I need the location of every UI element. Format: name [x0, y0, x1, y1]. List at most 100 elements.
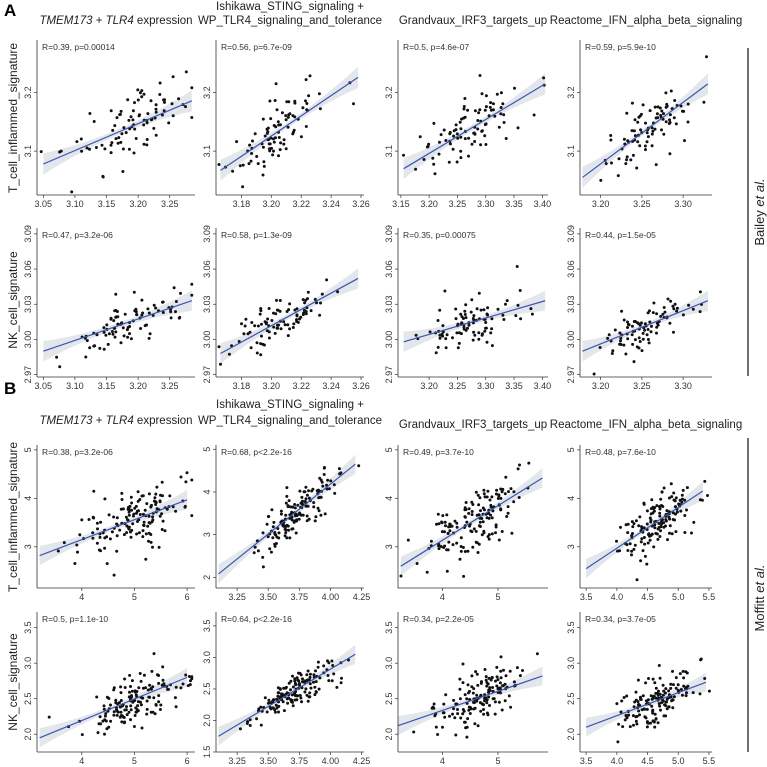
x-tick-label: 3.5 — [580, 592, 593, 602]
data-point — [433, 172, 437, 176]
data-point — [659, 708, 662, 712]
data-point — [98, 715, 102, 719]
data-point — [162, 109, 166, 113]
data-point — [438, 333, 442, 337]
data-point — [135, 511, 138, 515]
y-tick-label: 3.03 — [202, 295, 212, 313]
data-point — [496, 497, 500, 500]
data-point — [118, 705, 122, 709]
data-point — [308, 675, 312, 679]
data-point — [683, 514, 687, 517]
data-point — [321, 484, 325, 488]
data-point — [131, 514, 135, 518]
data-point — [448, 130, 452, 134]
data-point — [477, 542, 481, 546]
data-point — [135, 313, 139, 317]
data-point — [271, 137, 275, 141]
data-point — [277, 136, 281, 139]
data-point — [259, 353, 263, 357]
data-point — [437, 547, 441, 551]
data-point — [650, 704, 654, 708]
data-point — [174, 685, 178, 689]
data-point — [115, 549, 119, 553]
data-point — [429, 539, 433, 543]
data-point — [468, 712, 472, 715]
data-point — [651, 711, 655, 715]
data-point — [288, 327, 292, 331]
data-point — [639, 128, 643, 132]
data-point — [463, 137, 467, 141]
data-point — [475, 699, 479, 703]
data-point — [129, 704, 133, 708]
data-point — [119, 710, 123, 714]
data-point — [633, 134, 637, 138]
data-point — [660, 128, 663, 132]
data-point — [163, 100, 166, 104]
data-point — [458, 557, 462, 561]
data-point — [659, 529, 662, 533]
data-point — [149, 118, 153, 122]
data-point — [267, 698, 271, 702]
data-point — [465, 735, 469, 739]
data-point — [154, 703, 158, 707]
x-tick-label: 3.25 — [449, 199, 467, 209]
y-tick-label: 3 — [23, 544, 33, 549]
data-point — [284, 147, 288, 151]
data-point — [76, 550, 79, 554]
data-point — [649, 694, 653, 698]
data-point — [599, 178, 603, 182]
data-point — [95, 541, 99, 545]
data-point — [501, 102, 505, 106]
data-point — [132, 151, 136, 155]
x-tick-label: 3.30 — [477, 199, 495, 209]
data-point — [134, 310, 138, 314]
data-point — [472, 687, 476, 691]
data-point — [661, 699, 665, 703]
data-point — [251, 139, 254, 143]
data-point — [656, 696, 660, 700]
data-point — [666, 538, 669, 542]
data-point — [645, 131, 649, 135]
data-point — [644, 121, 647, 125]
data-point — [675, 510, 679, 514]
data-point — [174, 310, 177, 314]
data-point — [674, 496, 678, 500]
data-point — [169, 316, 173, 320]
data-point — [287, 308, 291, 312]
data-point — [662, 486, 666, 490]
data-point — [320, 292, 324, 296]
data-point — [654, 696, 658, 700]
data-point — [190, 293, 194, 297]
regression-line — [582, 83, 709, 178]
data-point — [107, 513, 111, 517]
data-point — [305, 693, 309, 697]
data-point — [134, 307, 138, 311]
y-tick-label: 2.97 — [23, 366, 33, 384]
data-point — [470, 500, 474, 504]
data-point — [438, 308, 442, 312]
x-tick-label: 4.00 — [322, 592, 340, 602]
data-point — [627, 713, 631, 717]
y-tick-label: 3.03 — [23, 295, 33, 313]
data-point — [487, 676, 491, 680]
data-point — [681, 313, 685, 317]
data-point — [493, 114, 497, 118]
data-point — [482, 488, 486, 492]
data-point — [443, 289, 447, 293]
data-point — [650, 324, 653, 328]
data-point — [495, 675, 499, 679]
title-part: + — [93, 415, 106, 427]
data-point — [507, 694, 511, 698]
data-point — [184, 105, 187, 109]
data-point — [101, 175, 105, 179]
data-point — [160, 480, 164, 484]
data-point — [80, 149, 84, 153]
y-tick-label: 3.2 — [202, 86, 212, 99]
data-point — [463, 550, 467, 553]
data-point — [473, 109, 477, 113]
data-point — [487, 533, 491, 537]
data-point — [646, 338, 650, 341]
data-point — [636, 678, 640, 682]
data-point — [291, 326, 295, 329]
data-point — [147, 311, 151, 315]
